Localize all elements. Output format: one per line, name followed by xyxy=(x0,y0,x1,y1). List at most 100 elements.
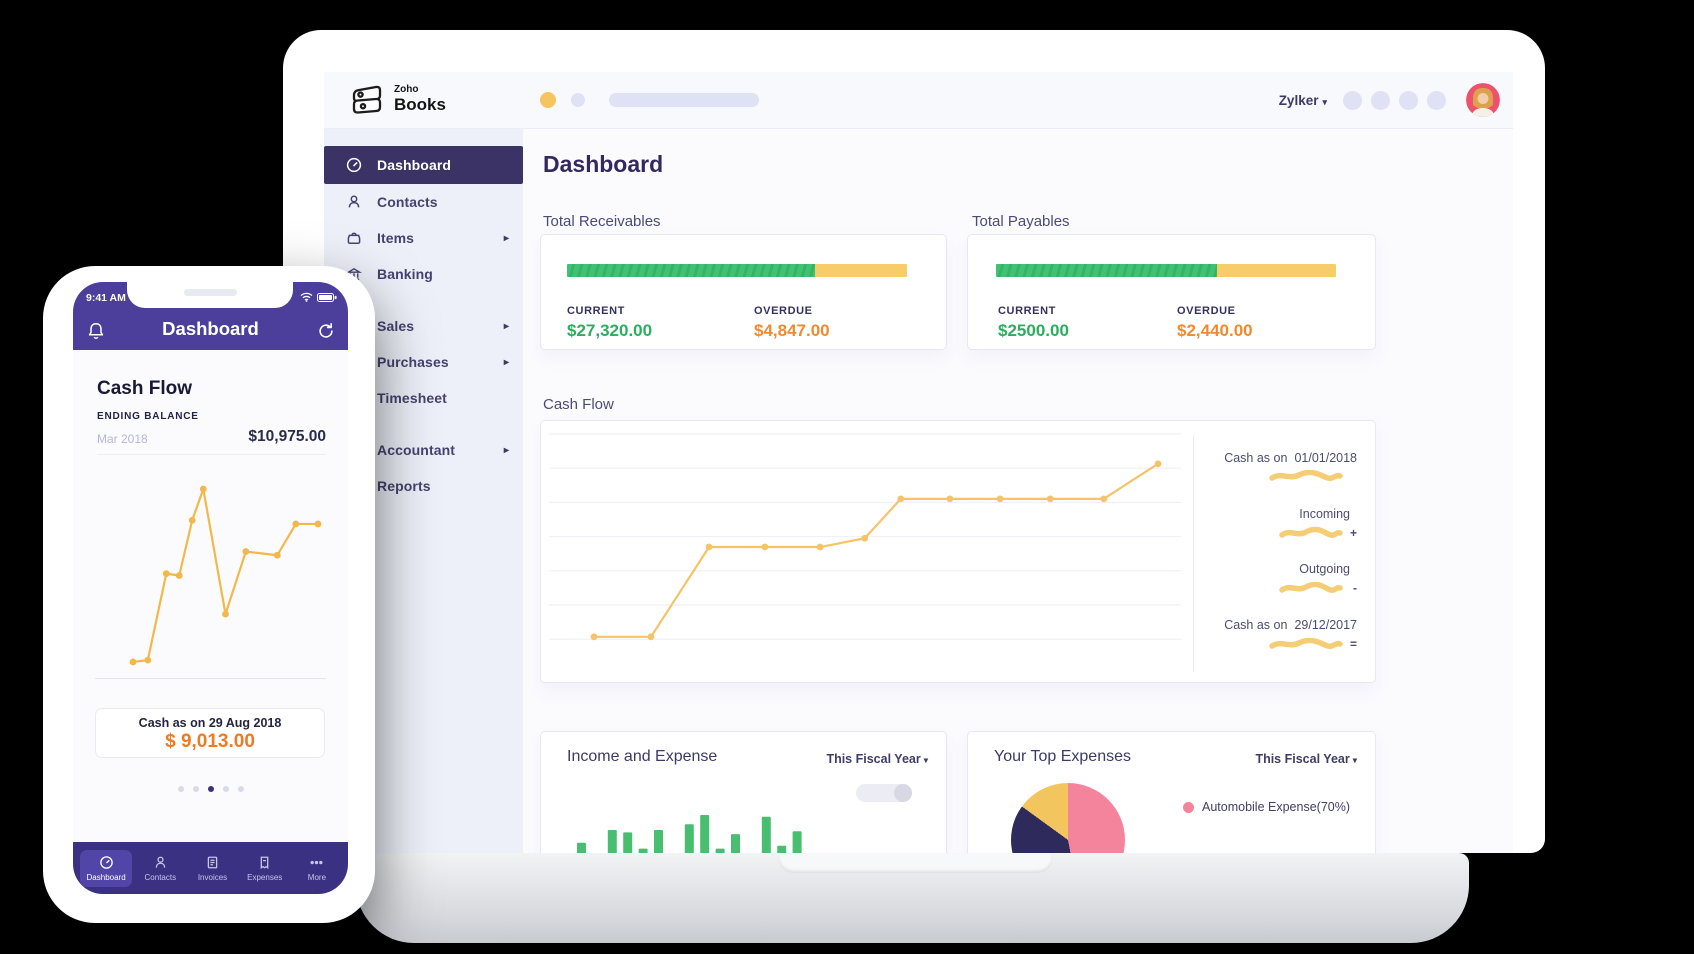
current-value: $27,320.00 xyxy=(567,321,653,340)
notifications-bell-icon[interactable] xyxy=(86,321,106,346)
dashboard-icon xyxy=(99,855,113,869)
legend-label: Automobile Expense(70%) xyxy=(1202,800,1350,814)
zoho-books-logo-icon xyxy=(352,85,382,114)
current-label: CURRENT xyxy=(567,305,625,317)
sidebar-item-label: Sales xyxy=(377,318,415,334)
overdue-label: OVERDUE xyxy=(754,305,813,317)
pagination-dot[interactable] xyxy=(177,786,184,792)
cashflow-legend-opening: Cash as on 01/01/2018 xyxy=(1224,451,1357,482)
mobile-cashflow-line-chart xyxy=(129,485,322,666)
payables-progress-bar xyxy=(996,264,1336,277)
sidebar-item-sales[interactable]: Sales ▸ xyxy=(324,308,523,344)
top-expenses-filter[interactable]: This Fiscal Year ▾ xyxy=(1255,752,1357,766)
cash-as-on-value: $ 9,013.00 xyxy=(165,731,255,752)
period-label: Mar 2018 xyxy=(97,432,148,446)
pagination-dot[interactable] xyxy=(207,786,214,792)
legend-color-dot xyxy=(1183,801,1194,813)
sidebar-item-dashboard[interactable]: Dashboard xyxy=(324,146,523,184)
sidebar-item-reports[interactable]: Reports xyxy=(324,468,523,504)
tab-label: Expenses xyxy=(247,872,283,882)
tab-contacts[interactable]: Contacts xyxy=(134,850,186,887)
sidebar-item-accountant[interactable]: Accountant ▸ xyxy=(324,432,523,468)
zoho-books-logo[interactable]: Zoho Books xyxy=(348,82,446,116)
phone-screen: 9:41 AM Dashboard Cash Flow ENDING BALAN… xyxy=(73,282,348,894)
overdue-value: $2,440.00 xyxy=(1177,321,1253,340)
redacted-amount-scribble xyxy=(1269,638,1343,649)
topbar-icon-placeholder[interactable] xyxy=(1371,90,1390,110)
items-icon xyxy=(346,230,362,246)
ending-balance-value: $10,975.00 xyxy=(248,428,326,445)
legend-operator: = xyxy=(1349,637,1357,651)
topbar-icon-placeholder[interactable] xyxy=(1427,90,1446,110)
sidebar-item-contacts[interactable]: Contacts xyxy=(324,184,523,220)
pagination-dot[interactable] xyxy=(192,786,199,792)
sidebar-item-items[interactable]: Items ▸ xyxy=(324,220,523,256)
tab-expenses[interactable]: Expenses xyxy=(239,850,291,887)
sidebar-item-timesheet[interactable]: Timesheet xyxy=(324,380,523,416)
org-dropdown[interactable]: Zylker ▾ xyxy=(1279,93,1327,108)
topbar-icon-placeholder[interactable] xyxy=(1343,90,1362,110)
payables-section-label: Total Payables xyxy=(972,213,1070,230)
cashflow-line-chart xyxy=(549,433,1181,641)
redacted-amount-scribble xyxy=(1279,527,1343,538)
ending-balance-label: ENDING BALANCE xyxy=(97,411,199,422)
legend-operator: - xyxy=(1353,581,1357,595)
chevron-right-icon: ▸ xyxy=(503,320,509,332)
legend-label: Incoming xyxy=(1299,507,1350,521)
sidebar-item-purchases[interactable]: Purchases ▸ xyxy=(324,344,523,380)
redacted-amount-scribble xyxy=(1269,470,1343,481)
laptop-base xyxy=(356,853,1469,943)
income-expense-toggle[interactable] xyxy=(856,784,912,802)
topbar-placeholder-dot-yellow xyxy=(540,92,556,108)
zoho-books-wordmark: Zoho Books xyxy=(394,85,446,114)
cashflow-legend-outgoing: Outgoing - xyxy=(1279,562,1357,595)
sidebar-item-label: Purchases xyxy=(377,354,449,370)
cashflow-section-label: Cash Flow xyxy=(543,396,614,413)
laptop-window: Zoho Books Zylker ▾ xyxy=(283,30,1545,853)
status-time: 9:41 AM xyxy=(86,292,126,304)
contacts-icon xyxy=(155,856,166,868)
expenses-icon xyxy=(260,856,269,869)
mobile-bottom-nav: Dashboard Contacts Invoices Expenses Mor… xyxy=(73,842,348,894)
income-expense-filter[interactable]: This Fiscal Year ▾ xyxy=(826,752,928,766)
chevron-down-icon: ▾ xyxy=(1352,755,1357,765)
cashflow-legend-divider xyxy=(1193,435,1194,672)
sidebar-item-label: Dashboard xyxy=(377,157,452,173)
topbar-icon-placeholder[interactable] xyxy=(1399,90,1418,110)
tab-invoices[interactable]: Invoices xyxy=(186,850,238,887)
phone-nav-title: Dashboard xyxy=(162,318,259,339)
search-bar-placeholder[interactable] xyxy=(609,93,759,107)
pagination-dot[interactable] xyxy=(237,786,244,792)
total-payables-card: CURRENT $2500.00 OVERDUE $2,440.00 xyxy=(967,234,1376,350)
top-expenses-pie-chart xyxy=(1011,783,1125,853)
tab-label: Dashboard xyxy=(86,872,126,882)
chevron-right-icon: ▸ xyxy=(503,444,509,456)
chevron-down-icon: ▾ xyxy=(923,755,928,765)
receivables-progress-bar xyxy=(567,264,907,277)
sidebar-item-label: Reports xyxy=(377,478,431,494)
sidebar-item-label: Contacts xyxy=(377,194,438,210)
chevron-down-icon: ▾ xyxy=(1322,96,1327,107)
cashflow-legend-incoming: Incoming + xyxy=(1279,507,1357,540)
cashflow-card: Cash as on 01/01/2018 Incoming + Outgoing… xyxy=(540,420,1376,683)
desktop-screen: Zoho Books Zylker ▾ xyxy=(324,72,1513,853)
current-value: $2500.00 xyxy=(998,321,1069,340)
tab-dashboard[interactable]: Dashboard xyxy=(80,849,133,887)
filter-label: This Fiscal Year xyxy=(826,752,921,766)
top-expenses-legend-row: Automobile Expense(70%) xyxy=(1183,800,1350,814)
tab-label: More xyxy=(307,872,327,882)
current-label: CURRENT xyxy=(998,305,1056,317)
mobile-cash-card[interactable]: Cash as on 29 Aug 2018 $ 9,013.00 xyxy=(95,708,325,758)
receivables-overdue-segment xyxy=(815,264,907,277)
pagination-dot[interactable] xyxy=(222,786,229,792)
legend-date: 01/01/2018 xyxy=(1294,451,1357,465)
page-title: Dashboard xyxy=(543,151,664,177)
legend-label: Cash as on xyxy=(1224,451,1288,465)
sidebar-item-label: Timesheet xyxy=(377,390,447,406)
filter-label: This Fiscal Year xyxy=(1255,752,1350,766)
sidebar-item-label: Accountant xyxy=(377,442,455,458)
tab-more[interactable]: More xyxy=(291,850,343,887)
org-name: Zylker xyxy=(1278,92,1319,108)
user-avatar[interactable] xyxy=(1466,83,1500,117)
refresh-icon[interactable] xyxy=(317,322,335,345)
